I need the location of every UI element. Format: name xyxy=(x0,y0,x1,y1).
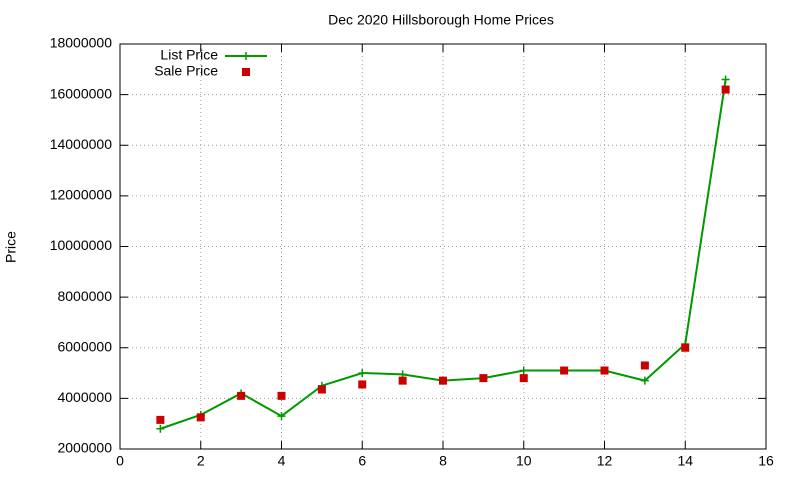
x-tick-label: 4 xyxy=(278,453,286,469)
y-tick-label: 12000000 xyxy=(50,187,113,203)
point xyxy=(277,412,286,421)
point xyxy=(519,366,528,375)
y-tick-label: 2000000 xyxy=(57,440,112,456)
x-tick-label: 6 xyxy=(358,453,366,469)
plot-frame xyxy=(119,43,767,450)
y-tick-label: 18000000 xyxy=(50,35,113,51)
y-tick-label: 16000000 xyxy=(50,85,113,101)
y-axis-label: Price xyxy=(3,231,19,263)
point xyxy=(519,374,528,383)
point xyxy=(479,374,488,383)
point xyxy=(560,366,569,375)
x-tick-label: 12 xyxy=(597,453,613,469)
point xyxy=(317,385,326,394)
legend-point xyxy=(242,52,250,60)
point xyxy=(721,75,730,84)
point xyxy=(196,413,205,422)
point xyxy=(439,376,447,385)
x-tick-label: 8 xyxy=(439,453,447,469)
point xyxy=(640,361,649,370)
y-tick-label: 6000000 xyxy=(57,338,112,354)
point xyxy=(681,343,690,352)
point xyxy=(156,424,165,433)
y-tick-label: 10000000 xyxy=(50,237,113,253)
chart-title: Dec 2020 Hillsborough Home Prices xyxy=(328,12,554,28)
legend-label: List Price xyxy=(160,47,218,63)
point xyxy=(721,85,730,94)
point xyxy=(640,376,649,385)
legend-point xyxy=(242,68,250,76)
legend-label: Sale Price xyxy=(154,63,218,79)
y-tick-label: 4000000 xyxy=(57,389,112,405)
point xyxy=(358,380,367,389)
x-tick-label: 2 xyxy=(197,453,205,469)
x-tick-label: 0 xyxy=(116,453,124,469)
point xyxy=(277,391,286,400)
y-tick-label: 8000000 xyxy=(57,288,112,304)
point xyxy=(237,391,246,400)
point xyxy=(358,369,367,378)
y-tick-label: 14000000 xyxy=(50,136,113,152)
point xyxy=(398,376,407,385)
x-tick-label: 16 xyxy=(758,453,774,469)
point xyxy=(156,415,165,424)
x-tick-label: 10 xyxy=(516,453,532,469)
point xyxy=(600,366,609,375)
x-tick-label: 14 xyxy=(677,453,693,469)
